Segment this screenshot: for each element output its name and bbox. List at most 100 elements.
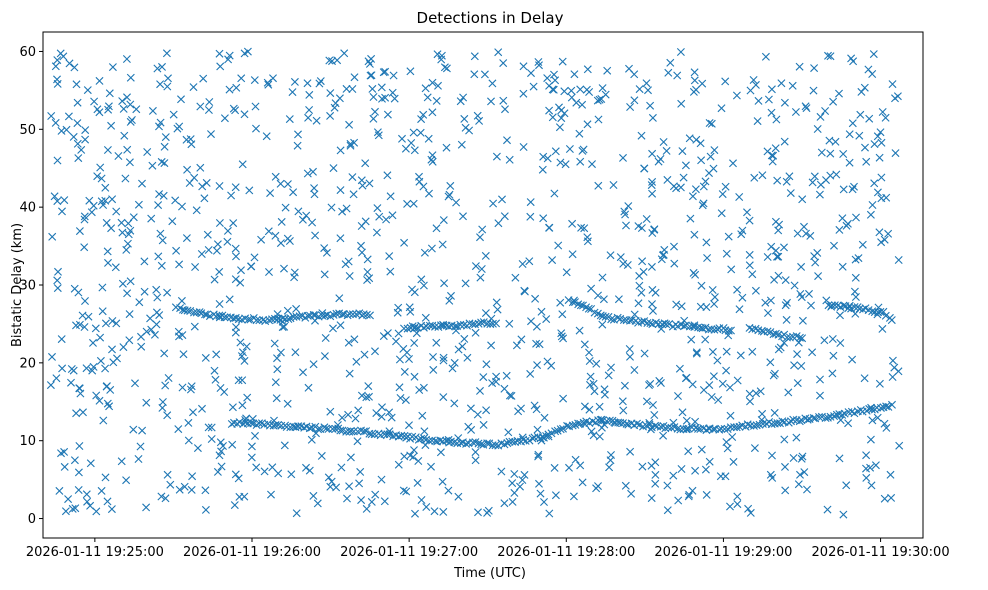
detection-point [630,366,639,374]
detection-point [707,119,716,128]
detection-point [670,259,679,268]
detection-point [329,310,338,319]
detection-point [143,148,152,156]
detection-point [348,310,357,319]
detection-point [329,164,338,173]
detection-point [658,251,667,260]
detection-point [775,220,784,229]
detection-point [252,463,261,472]
detection-point [662,320,671,329]
detection-point [57,449,65,458]
detection-point [519,89,528,98]
detection-point [545,509,554,518]
detection-point [251,102,260,111]
detection-point [278,323,287,332]
detection-point [305,106,314,114]
detection-point [873,132,882,141]
detection-point [159,191,168,200]
detection-point [215,311,224,320]
detection-point [811,258,820,267]
detection-point [152,320,161,329]
detection-point [665,320,674,328]
detection-point [479,420,488,429]
detection-point [357,241,365,250]
detection-point [816,112,825,121]
detection-point [119,104,128,113]
detection-point [277,217,286,226]
detection-point [746,508,755,517]
detection-point [333,421,342,429]
detection-point [377,475,386,484]
detection-point [348,85,357,93]
detection-point [866,435,875,444]
detection-point [551,491,560,500]
detection-point [122,476,131,485]
detection-point [520,470,529,479]
detection-point [360,350,369,359]
detection-point [619,406,628,415]
detection-point [605,463,614,472]
detection-point [138,179,146,188]
detection-point [714,396,723,404]
detection-point [504,428,513,437]
detection-point [677,302,686,311]
detection-point [414,457,423,465]
detection-point [579,145,588,154]
detection-point [850,303,859,311]
detection-point [310,190,319,199]
detection-point [80,243,89,252]
detection-point [500,384,509,393]
detection-point [674,392,682,400]
detection-point [745,389,754,398]
detection-point [336,146,345,155]
detection-point [701,177,710,186]
detection-point [332,483,341,492]
detection-point [862,157,871,166]
detection-point [84,312,93,321]
detection-point [163,288,172,297]
detection-point [345,482,354,491]
detection-point [656,422,665,431]
detection-point [822,176,830,185]
detection-point [798,452,807,461]
detection-point [735,305,744,314]
detection-point [703,254,712,262]
detection-point [492,377,500,386]
detection-point [474,439,483,448]
detection-point [538,165,547,174]
detection-point [160,159,169,168]
detection-point [669,471,678,480]
detection-point [439,356,448,365]
detection-point [691,423,700,432]
detection-point [607,315,616,324]
detection-point [197,250,206,258]
detection-point [655,376,664,385]
detection-point [594,482,602,491]
detection-point [438,240,447,249]
detection-point [285,237,294,245]
detection-point [410,372,419,381]
detection-point [474,319,483,328]
detection-point [696,302,705,311]
detection-point [784,388,793,397]
detection-point [576,461,585,470]
detection-point [527,317,535,326]
detection-point [451,322,460,331]
detection-point [572,98,581,107]
detection-point [327,203,336,212]
detection-point [375,212,384,221]
detection-point [687,335,696,344]
detection-point [782,315,791,324]
detection-point [161,494,170,503]
detection-point [699,199,708,208]
detection-point [210,275,219,284]
detection-point [664,68,673,77]
detection-point [423,93,432,102]
detection-point [64,495,73,504]
detection-point [367,430,376,439]
detection-point [80,212,89,221]
detection-point [884,402,893,411]
y-axis: 0 10 20 30 40 50 60 [19,45,43,527]
detection-point [751,80,760,89]
detection-point [361,217,370,226]
